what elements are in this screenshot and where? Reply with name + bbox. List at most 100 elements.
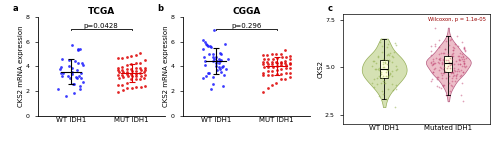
Point xyxy=(438,73,446,76)
Point xyxy=(447,38,455,40)
Point xyxy=(448,80,456,82)
Point xyxy=(384,68,392,70)
Point xyxy=(456,70,464,72)
Point xyxy=(378,82,386,84)
Point xyxy=(433,76,441,78)
Point xyxy=(264,87,272,89)
Point xyxy=(136,78,144,80)
Point xyxy=(264,54,272,57)
Point xyxy=(220,74,228,76)
Point xyxy=(434,76,442,78)
Point xyxy=(74,49,82,51)
Point xyxy=(444,59,452,61)
Point xyxy=(207,88,215,91)
Point xyxy=(444,81,452,84)
Point xyxy=(392,44,400,46)
Point xyxy=(65,65,73,67)
Point xyxy=(450,72,458,74)
Point xyxy=(66,77,74,79)
Point xyxy=(132,54,140,56)
Point xyxy=(114,91,122,93)
Point xyxy=(272,62,280,65)
Point xyxy=(456,52,464,54)
Point xyxy=(457,93,465,96)
Point xyxy=(455,55,463,57)
Point xyxy=(374,56,382,58)
Point xyxy=(213,69,221,71)
Point xyxy=(217,71,225,73)
Point xyxy=(264,58,272,60)
Point xyxy=(376,73,384,75)
Point xyxy=(200,41,208,44)
Point xyxy=(390,89,398,91)
PathPatch shape xyxy=(444,56,452,72)
Point xyxy=(438,58,446,61)
Point xyxy=(438,77,446,79)
Point xyxy=(378,51,386,53)
Point xyxy=(378,66,386,68)
Point xyxy=(260,58,268,60)
Point xyxy=(264,63,272,65)
Point xyxy=(440,84,448,86)
Point xyxy=(62,95,70,97)
Point xyxy=(454,68,462,70)
Point xyxy=(277,73,285,75)
Point xyxy=(445,44,453,46)
Point xyxy=(440,85,448,88)
Point xyxy=(122,73,130,75)
Point xyxy=(272,73,280,75)
Point xyxy=(448,77,456,79)
Point xyxy=(428,54,436,57)
Point xyxy=(382,46,390,48)
Point xyxy=(259,91,267,93)
Point xyxy=(384,88,392,90)
Point xyxy=(378,57,386,60)
Point xyxy=(458,55,466,58)
Point xyxy=(383,54,391,56)
Point xyxy=(73,77,81,79)
Point xyxy=(448,55,456,57)
Point xyxy=(118,69,126,71)
Point xyxy=(390,56,398,59)
Point xyxy=(216,52,224,54)
Point xyxy=(201,60,209,62)
Point xyxy=(210,29,218,31)
Point xyxy=(429,60,437,62)
Point xyxy=(118,89,126,91)
Point xyxy=(114,57,122,59)
Point xyxy=(209,56,217,58)
Point xyxy=(282,60,290,62)
Point xyxy=(448,85,456,87)
Point xyxy=(282,67,290,69)
Point xyxy=(456,62,464,65)
Point xyxy=(388,75,396,77)
Point xyxy=(201,64,209,66)
Point xyxy=(457,69,465,71)
Point xyxy=(212,61,220,64)
Point xyxy=(380,80,388,82)
Point xyxy=(200,56,207,58)
Point xyxy=(374,67,382,70)
Point xyxy=(379,93,387,95)
Point xyxy=(384,59,392,61)
Point xyxy=(449,75,457,77)
Point xyxy=(440,72,448,74)
Point xyxy=(372,61,380,64)
Point xyxy=(452,70,460,72)
Point xyxy=(114,71,122,74)
Point xyxy=(70,92,78,94)
Point xyxy=(462,57,470,59)
Point xyxy=(127,78,135,80)
Point xyxy=(439,59,447,61)
Text: p=0.0428: p=0.0428 xyxy=(84,23,118,29)
Point xyxy=(453,73,461,75)
Point xyxy=(431,62,439,64)
Point xyxy=(208,82,216,85)
Point xyxy=(426,80,434,82)
Point xyxy=(439,52,447,54)
Point xyxy=(122,82,130,84)
Point xyxy=(461,66,469,68)
Point xyxy=(264,70,272,72)
Point xyxy=(282,64,290,66)
Point xyxy=(64,75,72,77)
